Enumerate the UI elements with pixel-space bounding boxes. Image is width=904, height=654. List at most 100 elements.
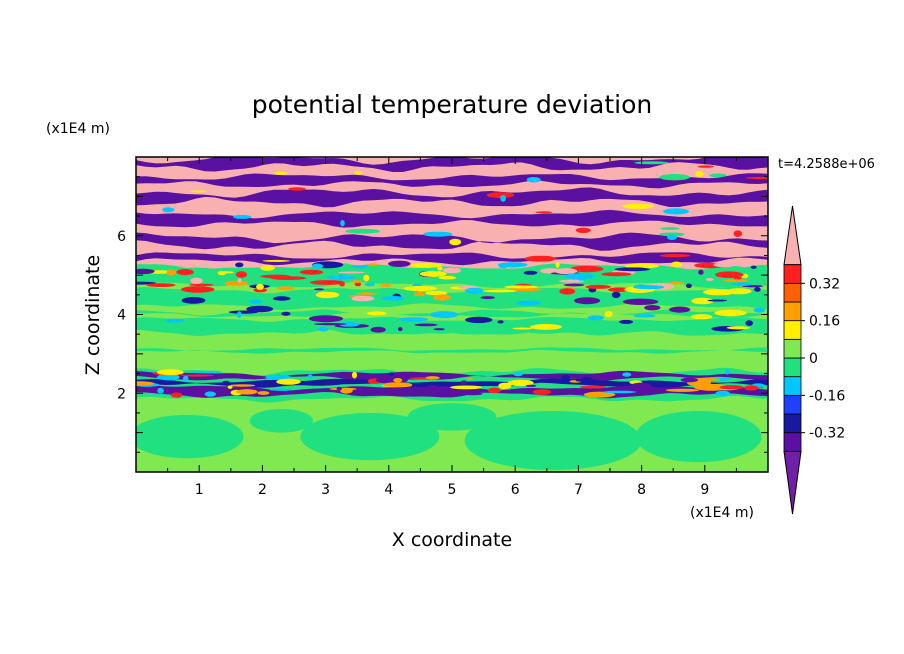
contour-patch bbox=[413, 292, 426, 297]
contour-patch bbox=[601, 272, 632, 277]
contour-patch bbox=[339, 321, 360, 327]
contour-patch bbox=[707, 299, 728, 302]
x-axis-label: X coordinate bbox=[392, 529, 512, 551]
colorbar-extension-low bbox=[783, 450, 802, 515]
contour-patch bbox=[350, 280, 363, 283]
contour-patch bbox=[393, 378, 403, 383]
colorbar-bin bbox=[783, 264, 802, 284]
contour-patch bbox=[526, 177, 541, 183]
contour-patch bbox=[691, 297, 714, 305]
contour-patch bbox=[668, 281, 685, 285]
contour-patch bbox=[181, 297, 206, 304]
contour-patch bbox=[619, 319, 634, 324]
contour-blob bbox=[136, 414, 244, 459]
contour-patch bbox=[414, 323, 438, 327]
contour-patch bbox=[246, 305, 274, 313]
contour-patch bbox=[498, 263, 508, 269]
contour-patch bbox=[235, 271, 247, 278]
contour-patch bbox=[340, 220, 345, 227]
contour-patch bbox=[425, 376, 440, 380]
contour-patch bbox=[504, 285, 539, 289]
contour-patch bbox=[449, 238, 462, 246]
contour-patch bbox=[179, 374, 215, 377]
contour-patch bbox=[276, 286, 295, 291]
contour-patch bbox=[524, 255, 557, 262]
contour-band bbox=[136, 187, 768, 208]
colorbar-extension-high bbox=[783, 205, 802, 266]
contour-patch bbox=[136, 381, 155, 386]
contour-patch bbox=[464, 287, 485, 294]
colorbar-tick-label: 0.16 bbox=[809, 314, 840, 330]
contour-blob bbox=[464, 410, 642, 471]
contour-patch bbox=[366, 311, 387, 316]
contour-patch bbox=[482, 289, 517, 293]
contour-band bbox=[136, 252, 768, 266]
contour-patch bbox=[579, 385, 607, 389]
colorbar-tick-label: 0.32 bbox=[809, 276, 840, 292]
x-tick-label: 5 bbox=[448, 482, 457, 498]
contour-patch bbox=[318, 327, 329, 332]
contour-patch bbox=[336, 386, 342, 391]
contour-patch bbox=[274, 171, 288, 175]
contour-patch bbox=[398, 317, 429, 322]
contour-patch bbox=[430, 311, 459, 319]
colorbar-bin bbox=[783, 357, 802, 378]
colorbar-tick-label: 0 bbox=[809, 351, 818, 367]
colorbar-bin bbox=[783, 376, 802, 396]
contour-patch bbox=[633, 314, 656, 318]
contour-patch bbox=[338, 271, 366, 274]
y-axis-unit: (x1E4 m) bbox=[46, 121, 110, 137]
contour-patch bbox=[744, 385, 759, 391]
colorbar-bin bbox=[783, 301, 802, 322]
contour-patch bbox=[146, 283, 176, 287]
contour-patch bbox=[724, 369, 730, 375]
contour-patch bbox=[622, 203, 655, 209]
contour-patch bbox=[731, 282, 752, 287]
contour-patch bbox=[460, 380, 468, 385]
contour-band bbox=[136, 173, 768, 189]
x-tick-label: 1 bbox=[195, 482, 204, 498]
contour-patch bbox=[570, 265, 604, 273]
contour-band bbox=[136, 294, 768, 304]
contour-patch bbox=[136, 268, 155, 275]
contour-patch bbox=[741, 273, 749, 279]
contour-patch bbox=[257, 391, 270, 395]
contour-patch bbox=[690, 314, 713, 320]
contour-patch bbox=[498, 382, 512, 389]
contour-patch bbox=[403, 285, 437, 292]
colorbar-bin bbox=[783, 282, 802, 303]
contour-patch bbox=[530, 324, 562, 330]
contour-patch bbox=[659, 254, 691, 258]
contour-patch bbox=[611, 291, 621, 299]
contour-patch bbox=[288, 187, 306, 191]
contour-patch bbox=[368, 263, 379, 266]
contour-patch bbox=[558, 279, 585, 283]
contour-patch bbox=[622, 372, 632, 377]
y-tick-label: 2 bbox=[117, 386, 126, 402]
contour-patch bbox=[703, 289, 735, 296]
contour-patch bbox=[363, 274, 370, 282]
contour-patch bbox=[467, 377, 473, 380]
contour-patch bbox=[162, 207, 175, 213]
contour-patch bbox=[425, 291, 448, 296]
contour-patch bbox=[705, 278, 714, 281]
contour-patch bbox=[345, 228, 381, 234]
contour-patch bbox=[281, 311, 291, 316]
contour-patch bbox=[260, 274, 291, 279]
contour-patch bbox=[450, 385, 483, 390]
contour-patch bbox=[662, 208, 690, 215]
contour-patch bbox=[754, 287, 761, 292]
contour-patch bbox=[190, 277, 203, 284]
x-axis-ticks: 1 2 3 4 5 6 7 8 9 bbox=[135, 157, 769, 498]
contour-patch bbox=[750, 265, 757, 269]
contour-patch bbox=[354, 170, 363, 175]
contour-patch bbox=[624, 263, 659, 269]
contour-patch bbox=[348, 261, 370, 266]
contour-patch bbox=[585, 284, 611, 289]
contour-patch bbox=[523, 270, 538, 275]
contour-patch bbox=[587, 315, 604, 321]
contour-patch bbox=[667, 234, 677, 240]
contour-patch bbox=[352, 264, 369, 269]
colorbar-bin bbox=[783, 394, 802, 415]
contour-patch bbox=[433, 294, 451, 301]
